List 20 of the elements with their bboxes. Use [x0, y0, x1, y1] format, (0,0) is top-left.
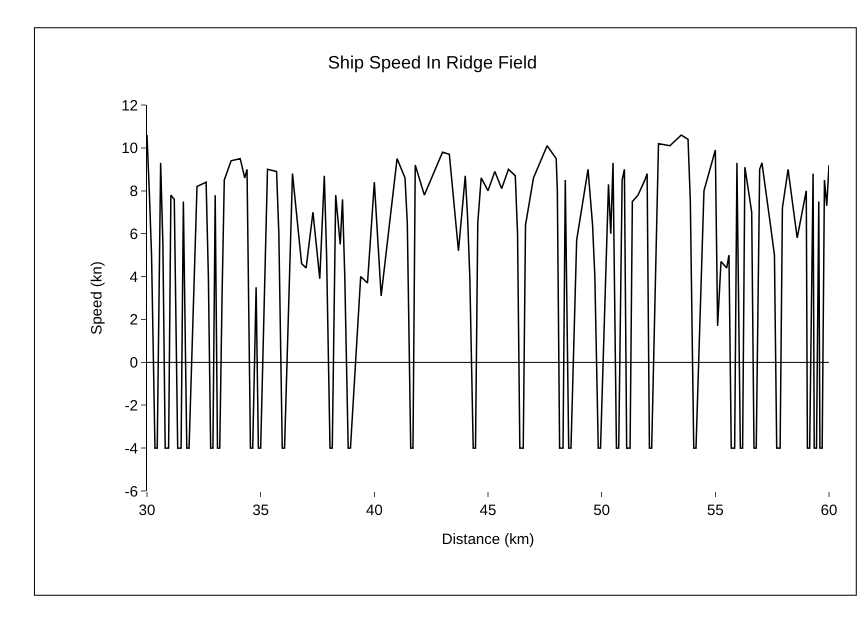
y-tick-label: 10 [121, 140, 138, 158]
x-tick-label: 55 [706, 502, 724, 519]
y-tick-label: 4 [130, 268, 138, 286]
y-tick-label: 0 [130, 354, 138, 372]
y-tick-label: 8 [130, 183, 138, 200]
y-tick-label: -2 [124, 397, 138, 414]
x-tick-label: 35 [252, 502, 270, 519]
chart-title: Ship Speed In Ridge Field [328, 52, 538, 73]
x-tick-label: 50 [593, 502, 610, 519]
y-tick-label: 12 [121, 97, 138, 114]
y-tick-label: -4 [124, 440, 138, 458]
x-tick-label: 60 [820, 502, 838, 519]
y-tick-label: -6 [124, 483, 138, 500]
y-tick-label: 6 [130, 226, 138, 243]
y-axis-title: Speed (kn) [88, 261, 106, 335]
x-tick-label: 45 [480, 502, 496, 519]
x-axis-title: Distance (km) [442, 531, 534, 548]
x-tick-label: 30 [138, 502, 156, 519]
x-tick-label: 40 [366, 502, 383, 519]
y-tick-label: 2 [130, 312, 138, 329]
